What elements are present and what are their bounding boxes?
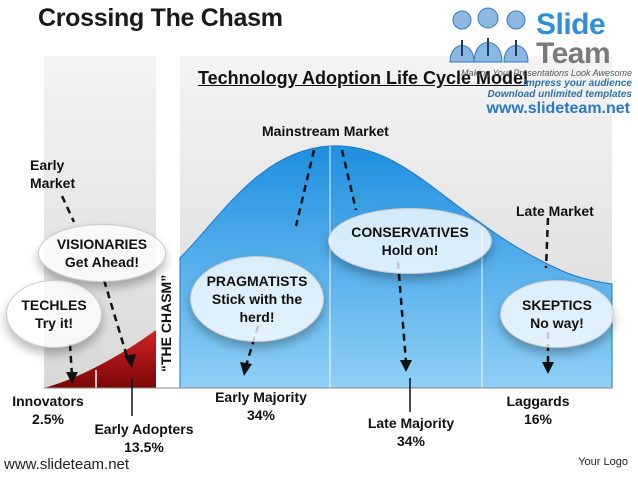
segment-innovators-pct: 2.5% (32, 411, 64, 427)
arrowhead-conservatives (400, 360, 412, 372)
early-adopters-curve (44, 330, 156, 388)
segment-early-majority-name: Early Majority (215, 389, 307, 405)
pointer-visionaries (102, 279, 130, 361)
pragmatists-bubble: PRAGMATISTS Stick with the herd! (190, 256, 324, 342)
arrowhead-pragmatists (240, 362, 252, 376)
slideteam-logo: Slide Team Making Your Presentations Loo… (446, 4, 632, 117)
visionaries-sub: Get Ahead! (64, 254, 140, 270)
pointer-mainstream-right (340, 149, 358, 211)
logo-url: www.slideteam.net (486, 100, 630, 117)
arrowhead-skeptics (542, 362, 554, 374)
logo-tagline-3: Download unlimited templates (487, 89, 632, 100)
mainstream-market-label: Mainstream Market (262, 123, 389, 139)
techles-sub: Try it! (34, 315, 74, 331)
page-title: Crossing The Chasm (38, 4, 283, 32)
logo-word-team: Team (536, 37, 611, 70)
techles-title: TECHLES (21, 297, 87, 313)
logo-tagline-1: Making Your Presentations Look Awesome (461, 68, 632, 78)
pointer-mainstream-left (294, 149, 316, 227)
segment-innovators: Innovators 2.5% (12, 392, 84, 428)
pointer-techles (68, 343, 74, 377)
segment-early-majority-pct: 34% (246, 407, 276, 423)
arrowhead-visionaries (124, 354, 136, 368)
arrowhead-techles (66, 372, 78, 384)
skeptics-bubble: SKEPTICS No way! (500, 280, 614, 348)
conservatives-sub: Hold on! (381, 242, 439, 258)
footer-url[interactable]: www.slideteam.net (4, 456, 130, 473)
conservatives-bubble: CONSERVATIVES Hold on! (328, 208, 492, 274)
segment-laggards-name: Laggards (506, 393, 570, 409)
pointer-early-market (60, 195, 76, 223)
segment-laggards-pct: 16% (523, 411, 553, 427)
segment-innovators-name: Innovators (12, 393, 84, 409)
skeptics-sub: No way! (530, 315, 584, 331)
conservatives-title: CONSERVATIVES (351, 224, 469, 240)
segment-early-majority: Early Majority 34% (206, 388, 316, 424)
chasm-label: “THE CHASM” (158, 274, 174, 372)
segment-early-adopters: Early Adopters 13.5% (88, 420, 200, 456)
skeptics-title: SKEPTICS (521, 297, 592, 313)
segment-late-majority-name: Late Majority (367, 415, 455, 431)
late-market-label: Late Market (516, 203, 594, 219)
techles-bubble: TECHLES Try it! (6, 280, 102, 348)
segment-late-majority-pct: 34% (396, 433, 426, 449)
pointer-late-market (544, 217, 550, 269)
logo-word-slide: Slide (536, 8, 606, 41)
segment-late-majority: Late Majority 34% (356, 414, 466, 450)
segment-early-adopters-name: Early Adopters (94, 421, 194, 437)
logo-tagline-2: Impress your audience (523, 78, 632, 89)
pragmatists-sub: Stick with the herd! (211, 291, 303, 325)
early-market-label: Early Market (30, 157, 76, 191)
people-icon (449, 7, 529, 63)
visionaries-title: VISIONARIES (56, 236, 148, 252)
footer-your-logo: Your Logo (578, 456, 628, 468)
visionaries-bubble: VISIONARIES Get Ahead! (38, 224, 166, 282)
pragmatists-title: PRAGMATISTS (206, 273, 308, 289)
pointer-conservatives (396, 261, 408, 363)
diagram-subtitle: Technology Adoption Life Cycle Model (198, 68, 529, 88)
segment-laggards: Laggards 16% (498, 392, 578, 428)
segment-early-adopters-pct: 13.5% (124, 439, 164, 455)
